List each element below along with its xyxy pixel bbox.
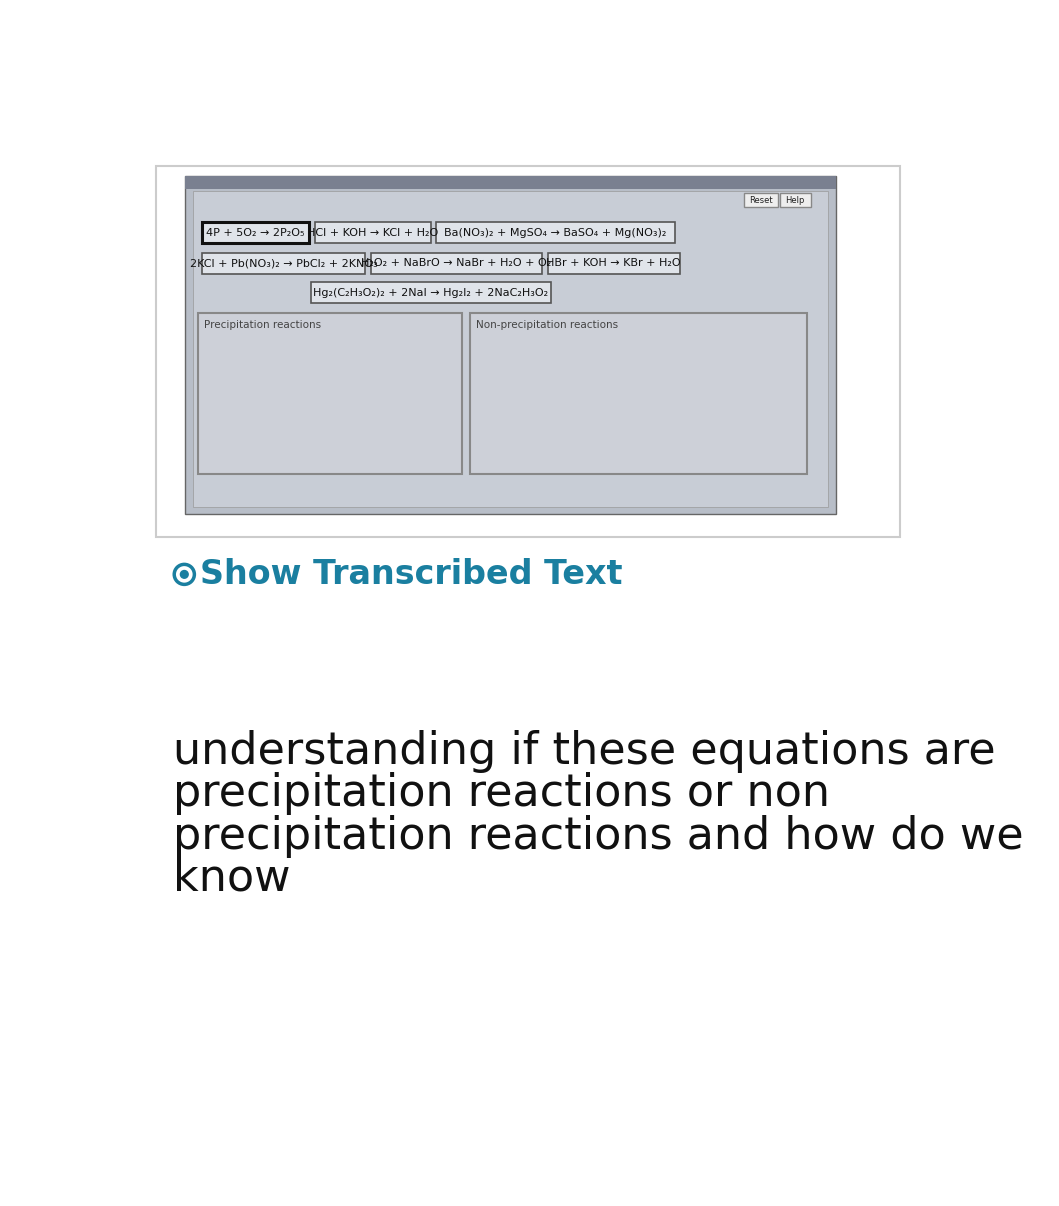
Text: HCl + KOH → KCl + H₂O: HCl + KOH → KCl + H₂O xyxy=(307,228,438,238)
Text: Hg₂(C₂H₃O₂)₂ + 2NaI → Hg₂I₂ + 2NaC₂H₃O₂: Hg₂(C₂H₃O₂)₂ + 2NaI → Hg₂I₂ + 2NaC₂H₃O₂ xyxy=(313,287,549,298)
FancyBboxPatch shape xyxy=(185,176,836,514)
FancyBboxPatch shape xyxy=(548,252,680,274)
FancyBboxPatch shape xyxy=(193,191,828,507)
Text: Show Transcribed Text: Show Transcribed Text xyxy=(200,558,623,591)
Text: 2KCl + Pb(NO₃)₂ → PbCl₂ + 2KNO₃: 2KCl + Pb(NO₃)₂ → PbCl₂ + 2KNO₃ xyxy=(190,258,377,268)
FancyBboxPatch shape xyxy=(198,312,462,474)
Text: Precipitation reactions: Precipitation reactions xyxy=(204,321,322,330)
FancyBboxPatch shape xyxy=(371,252,541,274)
FancyBboxPatch shape xyxy=(469,312,807,474)
FancyBboxPatch shape xyxy=(156,166,900,538)
Text: 4P + 5O₂ → 2P₂O₅: 4P + 5O₂ → 2P₂O₅ xyxy=(207,228,305,238)
Text: H₂O₂ + NaBrO → NaBr + H₂O + O₂: H₂O₂ + NaBrO → NaBr + H₂O + O₂ xyxy=(361,258,552,268)
FancyBboxPatch shape xyxy=(310,282,551,304)
Circle shape xyxy=(180,570,189,578)
Text: know: know xyxy=(173,857,290,900)
Text: understanding if these equations are: understanding if these equations are xyxy=(173,730,995,773)
FancyBboxPatch shape xyxy=(202,222,309,244)
FancyBboxPatch shape xyxy=(436,222,675,244)
Text: precipitation reactions or non: precipitation reactions or non xyxy=(173,772,829,815)
FancyBboxPatch shape xyxy=(779,193,810,207)
FancyBboxPatch shape xyxy=(185,176,836,189)
Text: HBr + KOH → KBr + H₂O: HBr + KOH → KBr + H₂O xyxy=(546,258,681,268)
Text: precipitation reactions and how do we: precipitation reactions and how do we xyxy=(173,814,1023,857)
Text: Reset: Reset xyxy=(749,195,773,205)
Text: Help: Help xyxy=(786,195,805,205)
FancyBboxPatch shape xyxy=(743,193,778,207)
Text: Ba(NO₃)₂ + MgSO₄ → BaSO₄ + Mg(NO₃)₂: Ba(NO₃)₂ + MgSO₄ → BaSO₄ + Mg(NO₃)₂ xyxy=(445,228,667,238)
Text: Non-precipitation reactions: Non-precipitation reactions xyxy=(475,321,617,330)
FancyBboxPatch shape xyxy=(202,252,365,274)
FancyBboxPatch shape xyxy=(315,222,431,244)
